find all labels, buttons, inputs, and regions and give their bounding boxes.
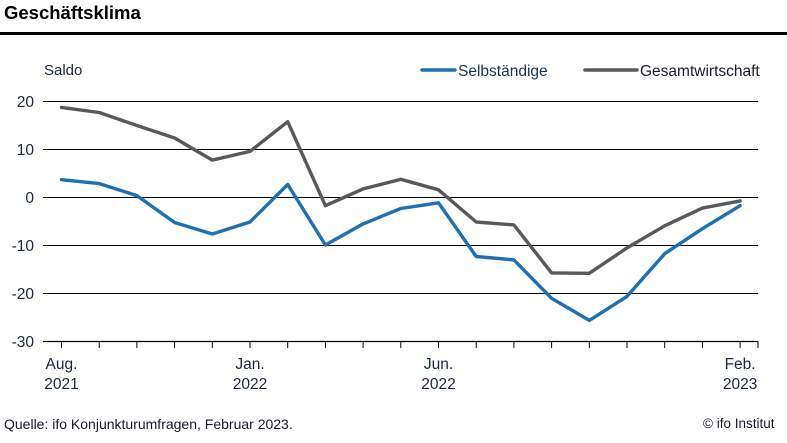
svg-text:Aug.: Aug.	[46, 356, 78, 373]
svg-text:2021: 2021	[44, 376, 78, 393]
svg-text:2022: 2022	[233, 376, 267, 393]
svg-text:2022: 2022	[421, 376, 455, 393]
svg-text:Jun.: Jun.	[424, 356, 453, 373]
svg-text:2023: 2023	[723, 376, 757, 393]
svg-text:Feb.: Feb.	[725, 356, 756, 373]
svg-text:Jan.: Jan.	[235, 356, 264, 373]
